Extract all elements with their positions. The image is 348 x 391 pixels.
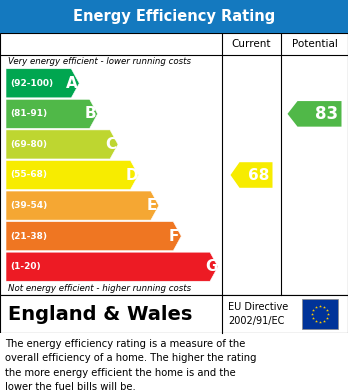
Text: A: A [66, 76, 78, 91]
Bar [302, 299, 338, 329]
Polygon shape [6, 252, 218, 281]
Text: (92-100): (92-100) [10, 79, 53, 88]
Text: The energy efficiency rating is a measure of the
overall efficiency of a home. T: The energy efficiency rating is a measur… [5, 339, 256, 391]
Bar [0, 33, 348, 295]
Polygon shape [6, 99, 98, 128]
Text: (39-54): (39-54) [10, 201, 47, 210]
Text: B: B [85, 106, 96, 121]
Text: 68: 68 [248, 167, 269, 183]
Text: Energy Efficiency Rating: Energy Efficiency Rating [73, 9, 275, 24]
Text: Very energy efficient - lower running costs: Very energy efficient - lower running co… [8, 57, 191, 66]
Text: (1-20): (1-20) [10, 262, 41, 271]
Text: (21-38): (21-38) [10, 231, 47, 240]
Text: 83: 83 [315, 105, 339, 123]
Polygon shape [6, 222, 181, 251]
Bar [0, 0, 348, 33]
Text: G: G [205, 259, 217, 274]
Text: E: E [147, 198, 157, 213]
Text: (55-68): (55-68) [10, 170, 47, 179]
Text: Potential: Potential [292, 39, 338, 49]
Text: 2002/91/EC: 2002/91/EC [228, 316, 284, 326]
Text: EU Directive: EU Directive [228, 302, 288, 312]
Polygon shape [6, 130, 118, 159]
Polygon shape [6, 69, 79, 98]
Text: Current: Current [232, 39, 271, 49]
Polygon shape [6, 191, 159, 220]
Bar [0, 295, 348, 333]
Polygon shape [287, 101, 341, 127]
Text: F: F [169, 229, 180, 244]
Text: Not energy efficient - higher running costs: Not energy efficient - higher running co… [8, 284, 191, 293]
Text: (69-80): (69-80) [10, 140, 47, 149]
Polygon shape [230, 162, 272, 188]
Text: D: D [125, 167, 138, 183]
Polygon shape [6, 160, 139, 190]
Text: England & Wales: England & Wales [8, 305, 192, 323]
Text: (81-91): (81-91) [10, 109, 47, 118]
Text: C: C [105, 137, 117, 152]
Bar [0, 333, 348, 391]
